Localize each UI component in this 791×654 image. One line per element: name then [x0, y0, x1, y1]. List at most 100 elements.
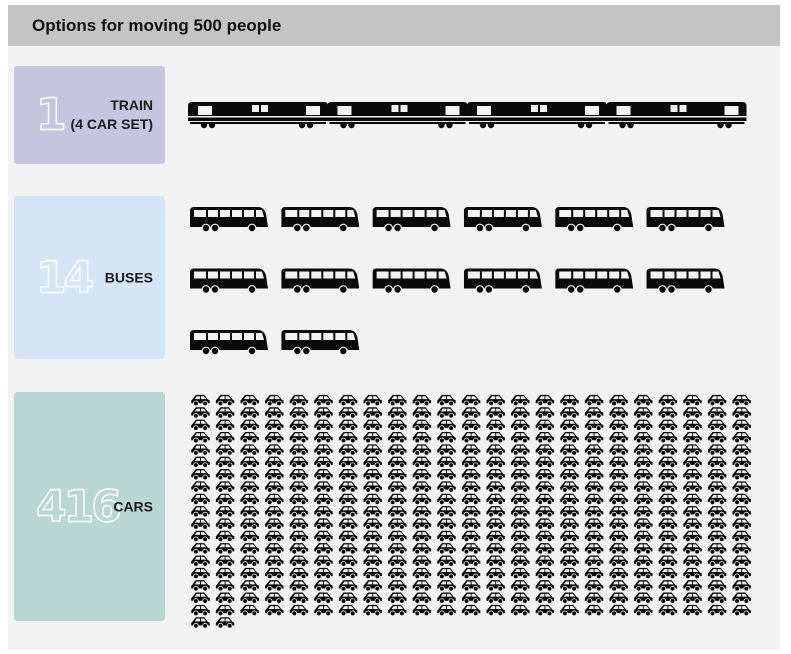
car-icon — [461, 468, 481, 481]
car-icons — [190, 394, 752, 629]
car-icon — [707, 394, 727, 406]
car-icon — [313, 579, 334, 592]
car-icon — [338, 456, 358, 468]
car-icon — [535, 431, 555, 444]
car-icon — [535, 579, 555, 592]
car-icon — [609, 468, 629, 481]
car-icon — [436, 431, 457, 444]
car-icon — [387, 517, 407, 530]
car-icon — [658, 493, 678, 505]
car-icon — [412, 567, 432, 579]
car-icon — [559, 555, 580, 567]
car-icon — [289, 443, 309, 456]
car-icon — [190, 517, 211, 530]
car-icon — [289, 456, 309, 468]
car-icon — [510, 517, 530, 530]
car-icon — [289, 505, 309, 518]
bus-count: 14 — [35, 251, 95, 303]
car-icon — [584, 592, 604, 604]
car-icon — [633, 419, 653, 431]
car-icon — [289, 480, 309, 493]
car-icon — [535, 456, 555, 468]
car-icon — [584, 555, 604, 567]
car-icon — [707, 419, 727, 431]
car-icon — [190, 567, 211, 579]
car-icon — [412, 579, 432, 592]
car-icon — [338, 530, 358, 542]
car-icon — [584, 517, 604, 530]
car-icon — [658, 443, 678, 456]
car-icon — [363, 530, 383, 542]
car-icon — [215, 555, 235, 567]
car-icon — [215, 480, 235, 493]
car-icon — [412, 468, 432, 481]
car-icon — [387, 456, 407, 468]
car-icon — [682, 394, 703, 406]
car-icon — [486, 542, 506, 555]
car-icon — [264, 468, 284, 481]
car-icon — [584, 493, 604, 505]
car-icon — [584, 456, 604, 468]
car-icon — [535, 592, 555, 604]
car-icon — [412, 406, 432, 419]
car-icon — [707, 406, 727, 419]
car-icon — [732, 431, 752, 444]
car-icon — [486, 493, 506, 505]
car-icon — [387, 592, 407, 604]
car-icon — [633, 443, 653, 456]
car-icon — [436, 480, 457, 493]
car-icon — [436, 505, 457, 518]
car-icon — [682, 419, 703, 431]
car-icon — [264, 480, 284, 493]
car-icon — [633, 394, 653, 406]
car-icon — [559, 493, 580, 505]
car-icon — [436, 419, 457, 431]
car-icon — [707, 480, 727, 493]
car-icon — [486, 517, 506, 530]
car-icon — [264, 517, 284, 530]
car-icon — [363, 468, 383, 481]
car-icon — [313, 480, 334, 493]
bus-label-box: 14 BUSES — [14, 196, 165, 359]
car-icon — [707, 604, 727, 616]
car-icon — [559, 394, 580, 406]
car-icon — [264, 493, 284, 505]
car-icon — [486, 456, 506, 468]
car-icon — [363, 480, 383, 493]
car-icon — [240, 431, 260, 444]
car-icon — [584, 542, 604, 555]
car-icon — [732, 394, 752, 406]
car-icon — [682, 579, 703, 592]
car-icon — [240, 468, 260, 481]
bus-label-line-1: BUSES — [104, 269, 153, 285]
car-icon — [264, 394, 284, 406]
car-icon — [436, 555, 457, 567]
car-icon — [461, 456, 481, 468]
car-icon — [559, 431, 580, 444]
car-icon — [387, 542, 407, 555]
car-icon — [658, 579, 678, 592]
car-icon — [535, 517, 555, 530]
car-icon — [215, 505, 235, 518]
car-icon — [240, 555, 260, 567]
car-icon — [559, 419, 580, 431]
car-label-line-1: CARS — [113, 498, 153, 514]
car-icon — [264, 592, 284, 604]
car-icon — [535, 505, 555, 518]
car-icon — [240, 406, 260, 419]
car-icon — [584, 431, 604, 444]
car-icon — [289, 530, 309, 542]
car-icon — [658, 592, 678, 604]
car-icon — [338, 604, 358, 616]
car-icon — [412, 419, 432, 431]
train-label-line-2: (4 CAR SET) — [70, 116, 153, 132]
car-icon — [584, 419, 604, 431]
bus-icon — [281, 206, 360, 233]
car-icon — [240, 480, 260, 493]
car-icon — [215, 406, 235, 419]
car-icon — [289, 542, 309, 555]
car-icon — [707, 468, 727, 481]
car-icon — [313, 443, 334, 456]
car-icon — [461, 443, 481, 456]
train-label-line-1: TRAIN — [110, 97, 153, 113]
